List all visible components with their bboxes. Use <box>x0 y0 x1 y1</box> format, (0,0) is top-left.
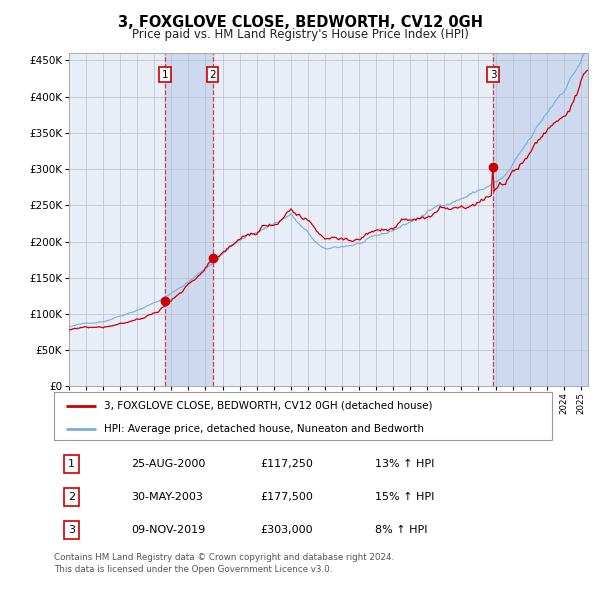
Text: 3: 3 <box>490 70 496 80</box>
Text: 3, FOXGLOVE CLOSE, BEDWORTH, CV12 0GH: 3, FOXGLOVE CLOSE, BEDWORTH, CV12 0GH <box>118 15 482 30</box>
Text: 30-MAY-2003: 30-MAY-2003 <box>131 492 203 502</box>
Text: £117,250: £117,250 <box>260 459 314 469</box>
Text: 09-NOV-2019: 09-NOV-2019 <box>131 525 205 535</box>
Text: £177,500: £177,500 <box>260 492 314 502</box>
Text: 13% ↑ HPI: 13% ↑ HPI <box>375 459 434 469</box>
Bar <box>493 53 588 386</box>
Text: 2: 2 <box>209 70 216 80</box>
Text: HPI: Average price, detached house, Nuneaton and Bedworth: HPI: Average price, detached house, Nune… <box>104 424 424 434</box>
Text: 3: 3 <box>68 525 75 535</box>
Text: Contains HM Land Registry data © Crown copyright and database right 2024.
This d: Contains HM Land Registry data © Crown c… <box>54 553 394 574</box>
FancyBboxPatch shape <box>54 392 552 440</box>
Text: 2: 2 <box>68 492 75 502</box>
Text: 8% ↑ HPI: 8% ↑ HPI <box>375 525 428 535</box>
Text: 1: 1 <box>162 70 169 80</box>
Bar <box>166 53 212 386</box>
Text: 3, FOXGLOVE CLOSE, BEDWORTH, CV12 0GH (detached house): 3, FOXGLOVE CLOSE, BEDWORTH, CV12 0GH (d… <box>104 401 432 411</box>
Text: 1: 1 <box>68 459 75 469</box>
Text: 25-AUG-2000: 25-AUG-2000 <box>131 459 206 469</box>
Text: Price paid vs. HM Land Registry's House Price Index (HPI): Price paid vs. HM Land Registry's House … <box>131 28 469 41</box>
Text: £303,000: £303,000 <box>260 525 313 535</box>
Text: 15% ↑ HPI: 15% ↑ HPI <box>375 492 434 502</box>
